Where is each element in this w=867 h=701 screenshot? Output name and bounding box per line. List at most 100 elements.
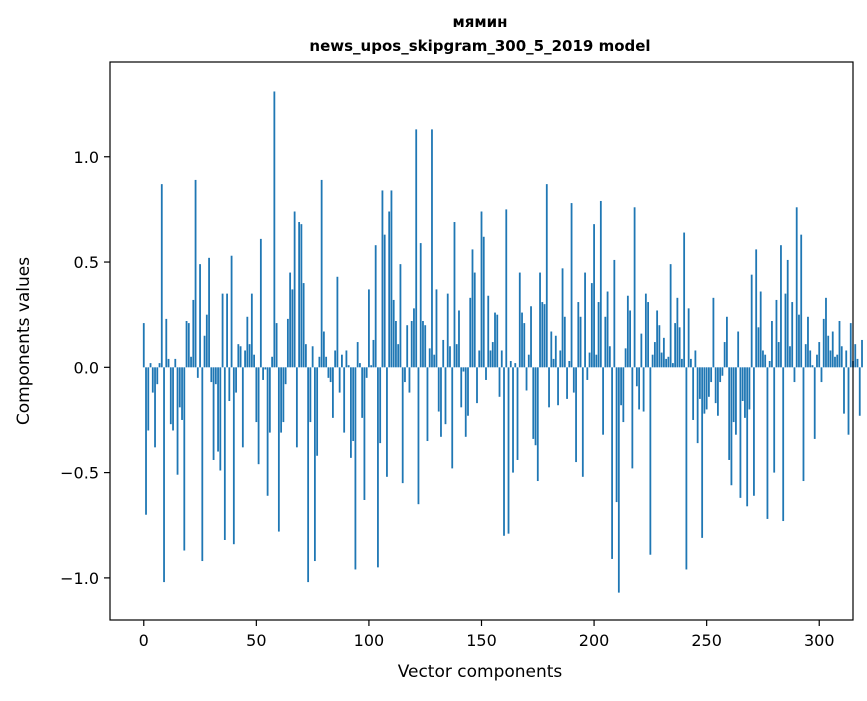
bar <box>813 367 816 439</box>
bar <box>395 321 397 368</box>
bar <box>775 299 778 368</box>
bar <box>692 367 695 420</box>
bar <box>602 367 604 435</box>
bar <box>840 346 843 368</box>
bar <box>422 321 424 368</box>
bar <box>190 356 192 368</box>
bar <box>626 295 629 368</box>
bar <box>309 367 312 423</box>
bar <box>341 354 343 368</box>
bar <box>674 323 677 368</box>
bar <box>178 367 181 408</box>
bar <box>313 367 316 562</box>
bar <box>196 367 199 378</box>
bar <box>786 259 789 368</box>
bar <box>471 249 474 368</box>
bar <box>854 344 857 368</box>
bar <box>277 367 280 532</box>
bar <box>147 367 150 431</box>
bar <box>219 367 222 471</box>
y-axis-ticks: −1.0 −0.5 0.0 0.5 1.0 <box>60 148 110 588</box>
bar <box>255 367 258 423</box>
bar <box>800 234 803 368</box>
bar <box>741 367 744 402</box>
bar <box>858 367 861 416</box>
bar <box>723 342 726 368</box>
bar <box>235 367 237 393</box>
bar <box>334 350 337 368</box>
bar <box>624 348 627 368</box>
bar <box>545 184 548 368</box>
bar <box>507 367 510 534</box>
bar <box>525 367 528 391</box>
bar <box>361 367 364 418</box>
bar <box>834 356 836 368</box>
bar <box>374 245 377 368</box>
bar <box>532 367 535 439</box>
bar <box>203 335 206 368</box>
bar <box>559 350 562 368</box>
bar <box>446 293 449 368</box>
bar <box>699 367 701 399</box>
bar <box>590 283 593 368</box>
bar <box>735 367 737 435</box>
bar <box>284 367 287 385</box>
bar <box>818 342 821 368</box>
bar <box>521 312 523 368</box>
bar <box>404 367 406 383</box>
bar <box>615 367 618 503</box>
bar <box>732 367 735 423</box>
bar <box>563 316 566 368</box>
bar <box>789 346 791 368</box>
bar <box>617 367 620 593</box>
bar <box>516 367 519 460</box>
bar <box>534 367 537 446</box>
bar <box>145 367 147 515</box>
bar <box>586 367 589 380</box>
bar <box>363 367 366 500</box>
x-tick-label: 150 <box>466 631 497 650</box>
bar <box>703 367 706 414</box>
bar <box>350 367 352 458</box>
bar <box>419 243 422 368</box>
bar <box>822 318 825 368</box>
bar <box>581 367 584 477</box>
bar <box>701 367 704 538</box>
bar <box>485 367 487 380</box>
bar <box>651 354 654 368</box>
bar <box>275 323 278 368</box>
bar <box>656 310 659 368</box>
chart-title: мямин <box>452 13 507 31</box>
bar <box>795 207 798 368</box>
bar <box>764 354 767 368</box>
bar <box>356 342 359 368</box>
bar <box>487 295 490 368</box>
bar <box>221 293 224 368</box>
bar <box>766 367 769 519</box>
bar <box>370 365 373 368</box>
bar <box>793 367 796 383</box>
bar <box>322 331 325 368</box>
bar <box>599 200 602 368</box>
bar <box>665 358 668 368</box>
bar <box>318 356 321 368</box>
bar <box>811 365 814 368</box>
bar <box>316 367 319 456</box>
y-tick-label: −1.0 <box>60 569 99 588</box>
x-tick-label: 100 <box>354 631 385 650</box>
bar <box>550 331 553 368</box>
bar <box>503 367 505 536</box>
bar <box>293 211 296 368</box>
bar <box>259 238 262 368</box>
bar <box>633 207 636 368</box>
bar <box>566 367 568 399</box>
bar <box>629 310 631 368</box>
bar <box>228 367 231 402</box>
bar <box>181 367 183 420</box>
bar <box>744 367 746 418</box>
bar <box>262 367 264 380</box>
bar <box>861 339 863 368</box>
bar <box>289 272 292 368</box>
